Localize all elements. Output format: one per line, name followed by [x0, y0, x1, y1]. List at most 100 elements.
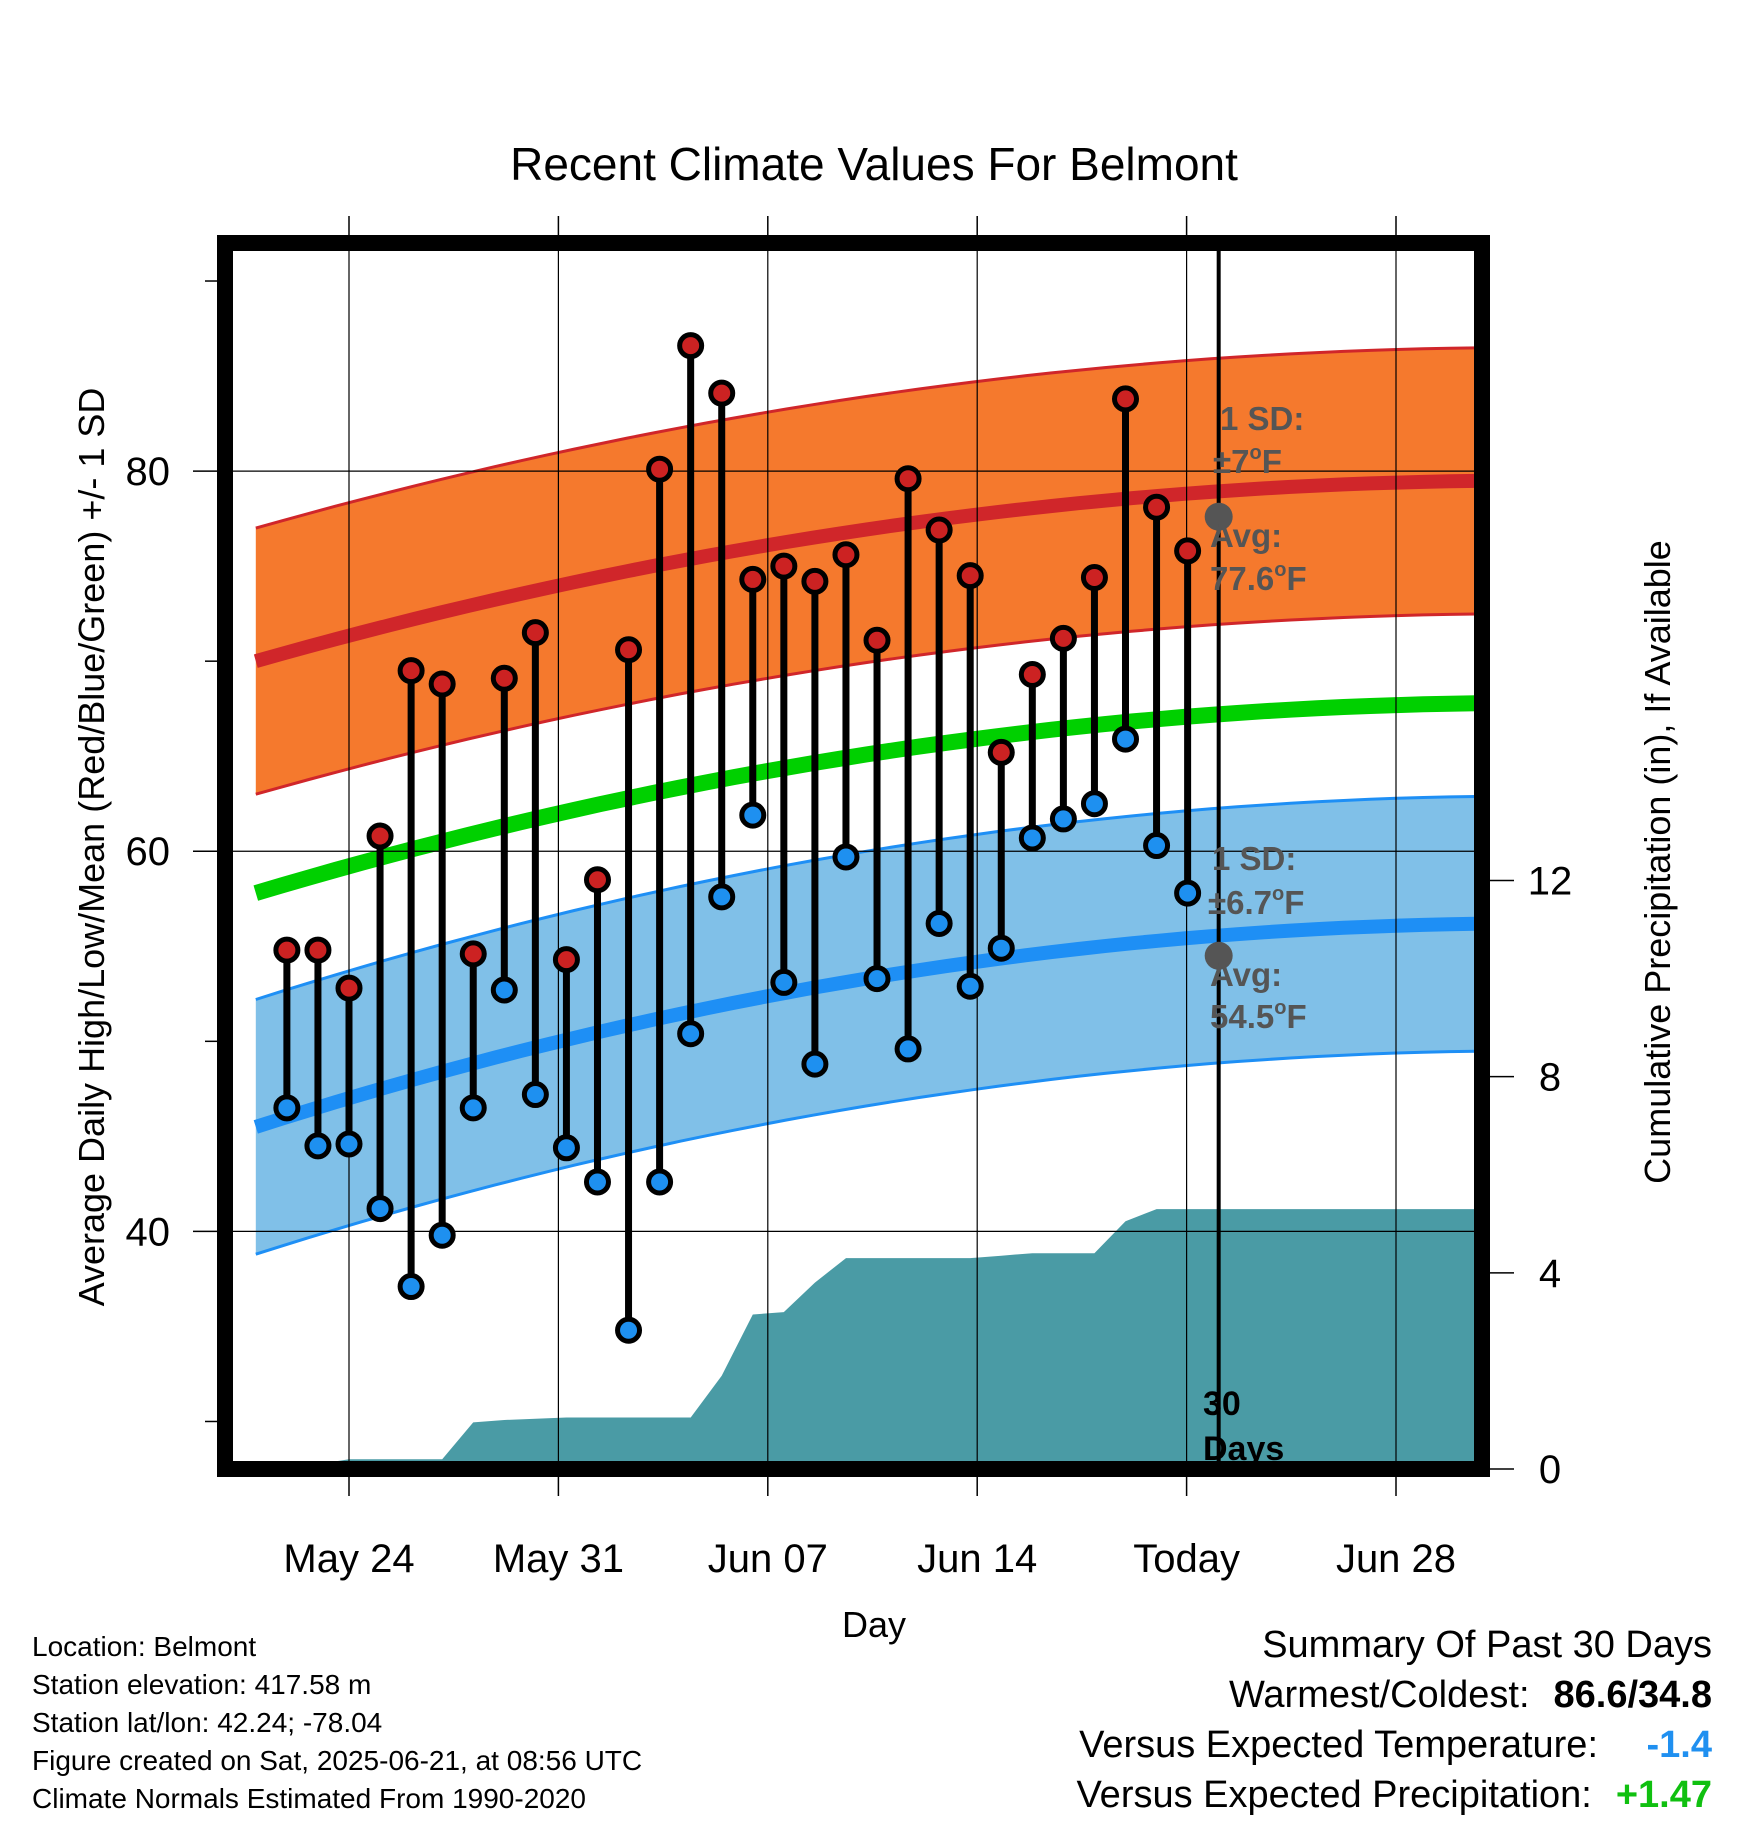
y-right-tick-label: 0 [1539, 1448, 1561, 1492]
daily-low-point [708, 883, 736, 911]
daily-low-point [552, 1134, 580, 1162]
high-sd-label: 1 SD: [1220, 400, 1304, 437]
y-axis-label-right: Cumulative Precipitation (in), If Availa… [1637, 540, 1678, 1184]
y-left-tick-label: 40 [126, 1210, 171, 1254]
plot-frame [217, 235, 1490, 1477]
daily-high-point [894, 465, 922, 493]
daily-high-point [335, 974, 363, 1002]
x-tick-label: Jun 07 [708, 1537, 828, 1581]
window-label-number: 30 [1203, 1385, 1241, 1423]
daily-low-point [925, 909, 953, 937]
summary-warmest-row: Warmest/Coldest: 86.6/34.8 [1076, 1670, 1712, 1720]
y-right-tick-label: 4 [1539, 1252, 1561, 1296]
normal-low-band [255, 796, 1482, 1255]
y-left-tick-label: 80 [126, 450, 171, 494]
daily-low-point [677, 1020, 705, 1048]
daily-high-point [987, 738, 1015, 766]
normal-high-band [255, 347, 1482, 795]
daily-low-point [739, 801, 767, 829]
daily-high-point [521, 619, 549, 647]
cumulative-precip-area [255, 1209, 1482, 1469]
daily-high-point [615, 636, 643, 664]
daily-low-point [335, 1130, 363, 1158]
precip-value: +1.47 [1615, 1774, 1712, 1816]
x-tick-label: May 31 [493, 1537, 624, 1581]
latlon-text: Station lat/lon: 42.24; -78.04 [32, 1707, 383, 1738]
daily-high-point [490, 664, 518, 692]
summary-heading: Summary Of Past 30 Days [1262, 1624, 1712, 1666]
daily-low-point [832, 843, 860, 871]
high-sd-value: ±7oF [1213, 442, 1282, 480]
y-right-tick-label: 12 [1528, 860, 1573, 904]
daily-high-point [832, 541, 860, 569]
daily-high-point [1080, 564, 1108, 592]
summary-panel: Summary Of Past 30 Days Warmest/Coldest:… [1076, 1620, 1712, 1820]
warmest-value: 86.6/34.8 [1553, 1674, 1712, 1716]
daily-low-point [397, 1273, 425, 1301]
daily-high-point [459, 940, 487, 968]
daily-low-point [490, 976, 518, 1004]
x-tick-label: May 24 [283, 1537, 414, 1581]
y-left-tick-label: 60 [126, 830, 171, 874]
temp-label: Versus Expected Temperature: [1079, 1724, 1598, 1766]
daily-high-point [428, 670, 456, 698]
today-normal-high-point [1204, 502, 1233, 531]
x-tick-label: Today [1133, 1537, 1240, 1581]
x-axis-label: Day [842, 1604, 906, 1645]
daily-high-point [583, 866, 611, 894]
daily-low-point [521, 1081, 549, 1109]
daily-low-point [1049, 805, 1077, 833]
daily-low-point [1143, 832, 1171, 860]
daily-low-point [987, 934, 1015, 962]
summary-precip-row: Versus Expected Precipitation: +1.47 [1076, 1770, 1712, 1820]
y-right-tick-label: 8 [1539, 1056, 1561, 1100]
daily-high-point [1018, 660, 1046, 688]
x-tick-label: Jun 28 [1336, 1537, 1456, 1581]
chart-title: Recent Climate Values For Belmont [510, 138, 1238, 190]
precip-label: Versus Expected Precipitation: [1076, 1774, 1592, 1816]
location-text: Location: Belmont [32, 1631, 257, 1662]
created-text: Figure created on Sat, 2025-06-21, at 08… [32, 1745, 643, 1776]
daily-low-point [646, 1168, 674, 1196]
temp-value: -1.4 [1646, 1724, 1712, 1766]
daily-high-point [304, 936, 332, 964]
high-avg-value: 77.6oF [1210, 559, 1307, 597]
normal-high-line [253, 473, 1482, 668]
daily-high-point [397, 657, 425, 685]
normal-low-line [253, 916, 1482, 1134]
daily-low-point [770, 968, 798, 996]
daily-low-point [428, 1221, 456, 1249]
low-sd-value: ±6.7oF [1208, 883, 1304, 921]
daily-high-point [801, 567, 829, 595]
daily-high-point [863, 626, 891, 654]
daily-high-point [708, 379, 736, 407]
daily-high-point [1143, 493, 1171, 521]
daily-low-point [956, 972, 984, 1000]
daily-low-point [1018, 824, 1046, 852]
elevation-text: Station elevation: 417.58 m [32, 1669, 372, 1700]
daily-low-point [863, 965, 891, 993]
y-axis-label-left: Average Daily High/Low/Mean (Red/Blue/Gr… [71, 388, 112, 1307]
daily-high-point [1049, 624, 1077, 652]
daily-low-point [1080, 790, 1108, 818]
daily-low-point [273, 1094, 301, 1122]
daily-low-point [583, 1168, 611, 1196]
daily-high-point [739, 565, 767, 593]
normal-low-band-lower-edge [255, 1049, 1482, 1256]
daily-high-point [677, 332, 705, 360]
daily-high-point [770, 552, 798, 580]
low-avg-label: Avg: [1210, 956, 1282, 993]
daily-low-point [615, 1316, 643, 1344]
daily-low-point [366, 1195, 394, 1223]
daily-high-point [1112, 385, 1139, 413]
plot-area: 1 SD: ±7oF Avg: 77.6oF 1 SD: ±6.7oF Avg: 54.5oF… [126, 216, 1573, 1581]
daily-high-point [552, 946, 580, 974]
normals-text: Climate Normals Estimated From 1990-2020 [32, 1783, 586, 1814]
daily-low-point [459, 1094, 487, 1122]
daily-high-point [925, 516, 953, 544]
normal-mean-line [253, 695, 1482, 901]
normal-high-band-lower-edge [255, 612, 1482, 796]
warmest-label: Warmest/Coldest: [1228, 1674, 1530, 1716]
low-avg-value: 54.5oF [1210, 997, 1307, 1035]
